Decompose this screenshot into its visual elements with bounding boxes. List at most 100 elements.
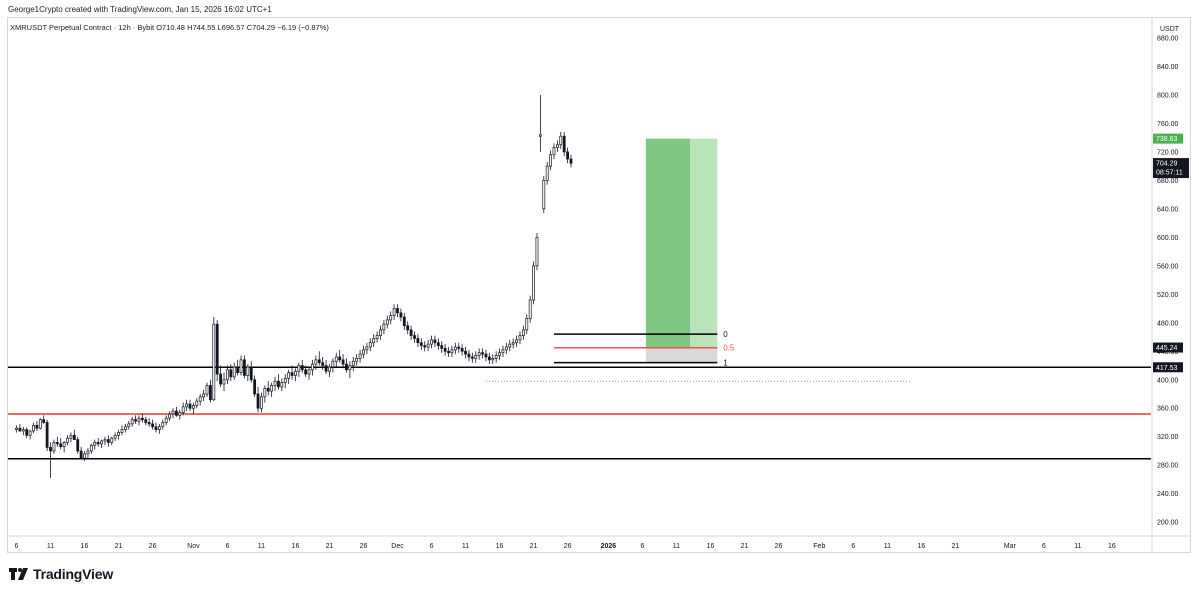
candle-body — [460, 348, 464, 352]
candle-body — [18, 427, 22, 432]
candle-body — [273, 380, 277, 386]
price-tick-label: 640.00 — [1157, 206, 1179, 213]
candle-body — [154, 426, 158, 430]
time-tick-label: 6 — [430, 543, 434, 550]
price-tick-label: 200.00 — [1157, 520, 1179, 527]
candle-body — [450, 349, 454, 354]
candle-body — [35, 424, 39, 429]
candle-body — [311, 363, 314, 371]
candle-body — [365, 346, 369, 351]
time-tick-label: 11 — [47, 543, 54, 550]
candle-body — [236, 366, 240, 373]
price-tick-label: 520.00 — [1157, 292, 1179, 299]
target-zone-light — [690, 138, 718, 348]
candle-body — [494, 355, 498, 359]
last-price-tag-bg — [1153, 158, 1189, 179]
ohlc-high: H744.55 — [187, 23, 216, 32]
price-tick-label: 280.00 — [1157, 463, 1179, 470]
candle-body — [198, 396, 202, 402]
tradingview-logo-icon — [9, 568, 28, 580]
candle-body — [25, 429, 29, 436]
candle-body — [532, 265, 535, 301]
time-tick-label: 26 — [775, 543, 783, 550]
candle-body — [443, 348, 447, 352]
candle-body — [484, 353, 488, 358]
candle-body — [433, 339, 437, 344]
candle-body — [202, 393, 206, 398]
candle-body — [222, 379, 226, 385]
candle-body — [518, 335, 522, 341]
symbol-legend: XMRUSDT Perpetual Contract · 12h · Bybit… — [10, 23, 329, 32]
time-tick-label: 11 — [884, 543, 891, 550]
time-tick-label: 6 — [640, 543, 644, 550]
price-tick-label: 360.00 — [1157, 406, 1179, 413]
candle-body — [331, 360, 335, 368]
chart-frame — [7, 17, 1191, 553]
candle-body — [266, 387, 270, 392]
time-tick-label: Mar — [1004, 543, 1017, 550]
candle-body — [552, 147, 556, 156]
candle-body — [287, 372, 291, 379]
candle-body — [467, 353, 471, 358]
fib-label: 0 — [723, 330, 728, 339]
candle-body — [59, 443, 63, 448]
candle-body — [178, 412, 182, 416]
time-tick-label: 21 — [326, 543, 334, 550]
time-tick-label: 26 — [149, 543, 157, 550]
candle-body — [140, 417, 144, 420]
candle-body — [113, 434, 117, 439]
candle-body — [157, 426, 161, 430]
candle-body — [147, 422, 151, 425]
candle-body — [205, 385, 209, 395]
time-tick-label: 6 — [15, 543, 19, 550]
price-axis-unit: USDT — [1160, 26, 1180, 33]
candle-body — [392, 308, 396, 317]
candle-body — [549, 154, 552, 167]
price-tick-label: 400.00 — [1157, 377, 1179, 384]
candle-body — [413, 335, 416, 339]
target-price-tag-bg — [1153, 133, 1183, 144]
price-tick-label: 720.00 — [1157, 149, 1179, 156]
candle-body — [249, 366, 253, 381]
candle-body — [66, 437, 69, 443]
candle-body — [477, 352, 481, 356]
candle-body — [32, 424, 35, 432]
candle-body — [49, 447, 52, 452]
candle-body — [144, 419, 148, 423]
candle-body — [168, 413, 171, 419]
target-zone-dark — [645, 138, 691, 348]
candle-body — [246, 366, 250, 376]
time-tick-label: 16 — [292, 543, 300, 550]
candle-body — [151, 423, 154, 428]
candle-body — [55, 442, 59, 445]
candle-body — [69, 434, 73, 439]
candle-body — [379, 329, 382, 336]
time-tick-label: Feb — [813, 543, 825, 550]
candle-body — [399, 312, 403, 318]
candle-body — [521, 329, 525, 336]
stop-zone — [645, 347, 718, 363]
time-tick-label: 21 — [951, 543, 959, 550]
candle-body — [89, 444, 93, 452]
candle-body — [345, 363, 348, 371]
candle-body — [535, 236, 539, 267]
candle-body — [164, 417, 168, 423]
candle-body — [161, 422, 165, 428]
candle-body — [294, 370, 297, 376]
price-tick-label: 840.00 — [1157, 64, 1179, 71]
candle-body — [171, 410, 175, 415]
candle-body — [464, 350, 467, 355]
candle-body — [52, 442, 56, 452]
candle-body — [538, 134, 542, 137]
candle-body — [263, 387, 267, 398]
candle-body — [76, 439, 80, 452]
candle-body — [511, 342, 515, 345]
candle-body — [127, 423, 131, 428]
candle-body — [45, 422, 49, 448]
candle-body — [569, 158, 573, 164]
tradingview-logo: TradingView — [9, 566, 113, 582]
candle-body — [317, 359, 321, 364]
candle-body — [562, 135, 566, 153]
candle-body — [134, 419, 137, 422]
